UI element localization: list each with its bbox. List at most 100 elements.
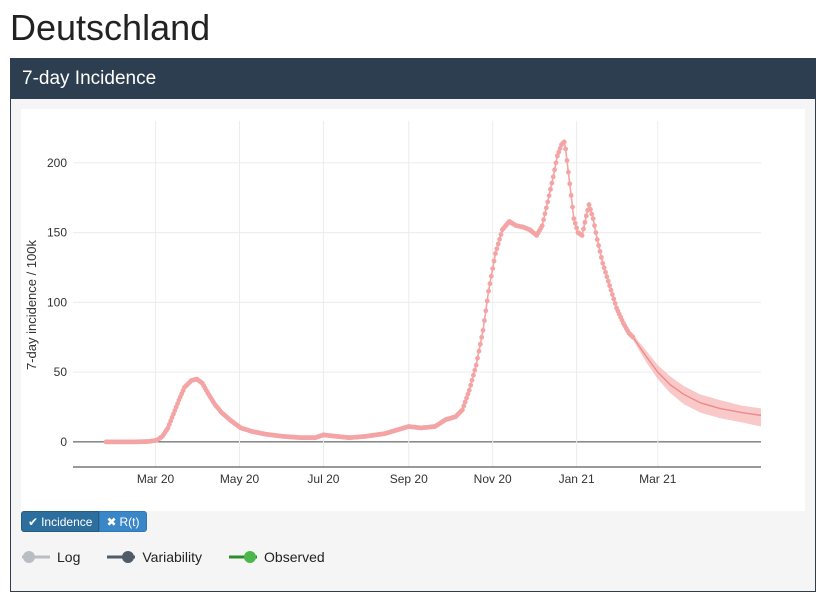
observed-point [475, 355, 480, 361]
observed-point [563, 146, 569, 152]
x-tick-label: Nov 20 [474, 472, 512, 486]
observed-point [574, 225, 580, 231]
log-toggle[interactable]: Log [21, 549, 80, 565]
observed-point [472, 367, 478, 373]
observed-point [557, 146, 563, 151]
observed-point [565, 169, 571, 175]
observed-point [608, 287, 614, 293]
observed-point [483, 308, 489, 314]
y-axis-label: 7-day incidence / 100k [24, 239, 39, 370]
observed-point [582, 219, 588, 225]
observed-point [556, 149, 562, 155]
observed-point [468, 382, 474, 388]
y-tick-label: 150 [47, 226, 67, 240]
observed-point [607, 283, 613, 289]
observed-point [581, 226, 586, 232]
observed-point [603, 269, 608, 275]
observed-point [589, 211, 595, 217]
observed-point [605, 278, 611, 284]
observed-point [590, 216, 596, 222]
incidence-button[interactable]: ✔ Incidence [21, 511, 100, 532]
observed-point [473, 362, 479, 368]
observed-point [571, 216, 577, 222]
observed-point [612, 301, 618, 306]
observed-point [564, 158, 570, 163]
observed-line [106, 140, 634, 443]
observed-point [609, 292, 615, 297]
observed-point [568, 193, 574, 198]
series-lines [106, 140, 762, 443]
observed-point [567, 181, 573, 187]
observed-point [488, 273, 494, 279]
x-tick-label: Jul 20 [307, 472, 339, 486]
observed-point [552, 167, 557, 173]
observed-point [546, 193, 552, 199]
observed-point [583, 213, 589, 219]
observed-point [482, 318, 487, 323]
toggle-row: Log Variability Observed [21, 549, 325, 565]
observed-point [542, 211, 548, 217]
x-tick-label: Jan 21 [559, 472, 595, 486]
observed-point [572, 220, 578, 226]
observed-point [550, 174, 556, 180]
observed-point [462, 399, 468, 405]
x-tick-label: May 20 [220, 472, 260, 486]
observed-point [597, 249, 603, 254]
x-tick-label: Mar 21 [639, 472, 677, 486]
observed-point [490, 266, 496, 272]
observed-point [545, 199, 551, 205]
observed-point [570, 204, 575, 210]
rt-button[interactable]: ✖ R(t) [99, 511, 147, 532]
observed-point [484, 298, 490, 304]
observed-toggle-label: Observed [264, 549, 325, 565]
observed-point [548, 186, 553, 192]
variability-toggle-label: Variability [142, 549, 203, 565]
observed-point [460, 407, 465, 413]
observed-point [604, 274, 610, 280]
observed-points [103, 139, 636, 445]
close-icon: ✖ [106, 514, 117, 529]
y-tick-label: 50 [54, 365, 68, 379]
observed-point [493, 251, 498, 256]
rt-button-label: R(t) [119, 514, 140, 529]
panel-title: 7-day Incidence [11, 59, 815, 99]
incidence-panel: 7-day Incidence 0 50 100 150 200 Mar 20 May 20… [10, 58, 816, 592]
observed-point [554, 153, 560, 159]
observed-point [495, 241, 501, 247]
observed-point [461, 403, 467, 409]
observed-toggle[interactable]: Observed [228, 549, 325, 565]
variability-switch-icon [107, 551, 136, 563]
incidence-chart[interactable]: 0 50 100 150 200 Mar 20 May 20 Jul 20 Sep 20 Nov … [21, 109, 805, 511]
observed-point [497, 236, 502, 242]
observed-point [579, 233, 585, 238]
observed-point [594, 237, 600, 242]
observed-point [494, 246, 500, 252]
observed-point [477, 341, 483, 347]
metric-toggle-group[interactable]: ✔ Incidence ✖ R(t) [21, 511, 147, 532]
forecast-interval [633, 334, 761, 427]
observed-switch-icon [229, 551, 258, 563]
observed-point [593, 230, 599, 236]
x-tick-label: Mar 20 [137, 472, 175, 486]
log-toggle-label: Log [57, 549, 81, 565]
y-tick-label: 0 [60, 435, 67, 449]
variability-toggle[interactable]: Variability [106, 549, 202, 565]
grid [73, 121, 761, 467]
observed-point [598, 254, 604, 260]
forecast-line [632, 336, 762, 417]
observed-point [601, 265, 607, 271]
observed-point [543, 205, 549, 211]
observed-point [465, 391, 471, 397]
observed-point [553, 160, 559, 166]
chart-area[interactable]: 0 50 100 150 200 Mar 20 May 20 Jul 20 Sep 20 Nov … [21, 109, 805, 511]
observed-point [586, 202, 592, 208]
log-switch-icon [22, 551, 50, 563]
observed-point [469, 377, 475, 383]
check-icon: ✔ [28, 514, 39, 529]
observed-point [480, 327, 486, 333]
page-title: Deutschland [10, 7, 211, 48]
observed-point [466, 387, 472, 393]
observed-point [479, 334, 485, 340]
observed-point [561, 139, 567, 145]
observed-point [600, 260, 606, 266]
